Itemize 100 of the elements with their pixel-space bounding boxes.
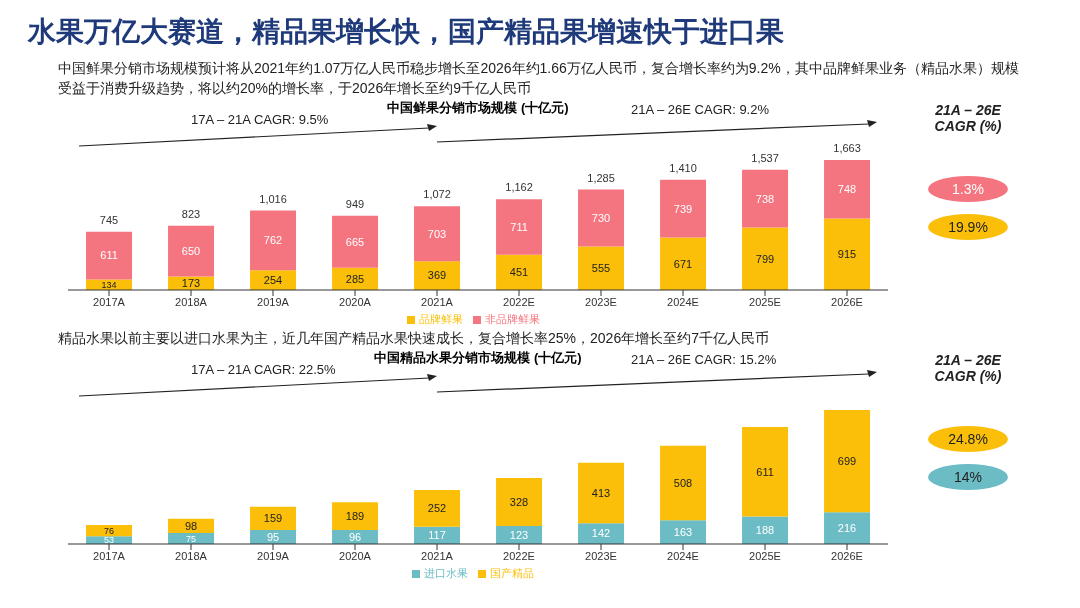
total-label: 1,016 bbox=[259, 192, 287, 205]
data-label: 123 bbox=[509, 528, 529, 541]
x-tick-label: 2021A bbox=[421, 549, 454, 562]
bar bbox=[86, 525, 133, 537]
x-tick-label: 2025E bbox=[749, 549, 781, 562]
bar bbox=[742, 227, 789, 290]
bar bbox=[578, 246, 625, 290]
bar bbox=[496, 477, 543, 526]
bar bbox=[168, 225, 215, 277]
data-label: 611 bbox=[756, 465, 774, 478]
data-label: 163 bbox=[673, 525, 693, 538]
text: 17A – 21A CAGR: 9.5% bbox=[191, 112, 329, 127]
x-tick-label: 2021A bbox=[421, 295, 454, 308]
bar bbox=[332, 502, 379, 530]
text: 17A – 21A CAGR: 22.5% bbox=[191, 362, 336, 377]
x-tick-label: 2024E bbox=[667, 295, 699, 308]
x-tick-label: 2017A bbox=[93, 549, 126, 562]
data-label: 189 bbox=[345, 509, 365, 522]
data-label: 748 bbox=[837, 183, 857, 196]
text: 21A – 26E CAGR (%) bbox=[933, 352, 1003, 384]
total-label: 1,410 bbox=[669, 161, 697, 174]
bar bbox=[250, 210, 297, 271]
data-label: 555 bbox=[591, 262, 611, 275]
chart-title: 中国鲜果分销市场规模 (十亿元) bbox=[387, 100, 569, 115]
total-label: 1,162 bbox=[505, 181, 533, 194]
data-label: 739 bbox=[673, 202, 693, 215]
data-label: 730 bbox=[591, 211, 611, 224]
data-label: 75 bbox=[186, 533, 197, 544]
data-label: 254 bbox=[263, 273, 283, 286]
bar bbox=[414, 489, 461, 527]
bar bbox=[86, 231, 133, 280]
data-label: 611 bbox=[100, 249, 118, 262]
data-label: 711 bbox=[510, 220, 528, 233]
legend-label: 进口水果 bbox=[424, 567, 468, 579]
x-tick-label: 2023E bbox=[585, 549, 617, 562]
chart-subtitle: 中国鲜果分销市场规模预计将从2021年约1.07万亿人民币稳步增长至2026年约1.66万亿人民币，复合增长率约为9.2%，其中品牌鲜果业务（精品水果）规模受益于消费升级趋势，将以约20%的增长率，于2026年增长至约9千亿人民币 bbox=[57, 59, 1020, 98]
x-tick-label: 2017A bbox=[93, 295, 126, 308]
data-label: 369 bbox=[427, 269, 447, 282]
chart-title: 中国精品水果分销市场规模 (十亿元) bbox=[374, 350, 582, 365]
data-label: 665 bbox=[345, 235, 365, 248]
bar bbox=[824, 218, 871, 290]
data-label: 96 bbox=[348, 530, 362, 543]
data-label: 76 bbox=[104, 525, 115, 536]
x-tick-label: 2020A bbox=[339, 295, 372, 308]
legend-label: 非品牌鲜果 bbox=[484, 313, 540, 325]
bar bbox=[660, 237, 707, 290]
text: 水果万亿大赛道，精品果增长快，国产精品果增速快于进口果 bbox=[26, 15, 785, 49]
x-tick-label: 2018A bbox=[175, 549, 208, 562]
data-label: 671 bbox=[673, 257, 693, 270]
bar bbox=[824, 410, 871, 513]
x-tick-label: 2019A bbox=[257, 295, 290, 308]
data-label: 134 bbox=[101, 279, 117, 290]
data-label: 252 bbox=[427, 502, 447, 515]
x-tick-label: 2024E bbox=[667, 549, 699, 562]
data-label: 703 bbox=[427, 227, 447, 240]
bar bbox=[824, 160, 871, 219]
bar bbox=[496, 199, 543, 255]
data-label: 328 bbox=[509, 495, 529, 508]
bar bbox=[414, 206, 461, 262]
data-label: 173 bbox=[181, 277, 201, 290]
data-label: 738 bbox=[755, 192, 775, 205]
data-label: 413 bbox=[591, 486, 611, 499]
data-label: 188 bbox=[755, 524, 775, 537]
data-label: 98 bbox=[184, 519, 198, 532]
bar bbox=[496, 254, 543, 290]
total-label: 1,537 bbox=[751, 151, 779, 164]
data-label: 285 bbox=[345, 272, 365, 285]
data-label: 451 bbox=[509, 266, 529, 279]
x-tick-label: 2025E bbox=[749, 295, 781, 308]
x-tick-label: 2020A bbox=[339, 549, 372, 562]
data-label: 53 bbox=[104, 535, 115, 546]
data-label: 95 bbox=[266, 530, 280, 543]
legend-label: 品牌鲜果 bbox=[418, 313, 463, 325]
x-tick-label: 2019A bbox=[257, 549, 290, 562]
text: 21A – 26E CAGR: 9.2% bbox=[631, 102, 770, 117]
data-label: 799 bbox=[755, 252, 775, 265]
bar bbox=[660, 179, 707, 238]
chart-subtitle: 精品水果以前主要以进口水果为主，近几年国产精品水果快速成长，复合增长率25%，2026年增长至约7千亿人民币 bbox=[57, 329, 770, 348]
x-tick-label: 2022E bbox=[503, 295, 535, 308]
x-tick-label: 2026E bbox=[831, 549, 863, 562]
total-label: 949 bbox=[345, 197, 365, 210]
data-label: 159 bbox=[263, 512, 283, 525]
x-tick-label: 2018A bbox=[175, 295, 208, 308]
bar bbox=[332, 215, 379, 268]
bar bbox=[578, 189, 625, 247]
x-tick-label: 2022E bbox=[503, 549, 535, 562]
bar bbox=[742, 169, 789, 228]
total-label: 745 bbox=[99, 213, 119, 226]
text: 21A – 26E CAGR (%) bbox=[933, 102, 1003, 134]
data-label: 142 bbox=[591, 527, 611, 540]
total-label: 1,072 bbox=[423, 188, 451, 201]
data-label: 117 bbox=[428, 529, 446, 542]
bar bbox=[250, 506, 297, 531]
bar bbox=[578, 462, 625, 524]
text: 21A – 26E CAGR: 15.2% bbox=[631, 352, 777, 367]
legend-label: 国产精品 bbox=[490, 567, 534, 579]
data-label: 216 bbox=[837, 522, 857, 535]
bar bbox=[824, 512, 871, 544]
data-label: 508 bbox=[673, 476, 693, 489]
total-label: 1,663 bbox=[833, 142, 861, 154]
